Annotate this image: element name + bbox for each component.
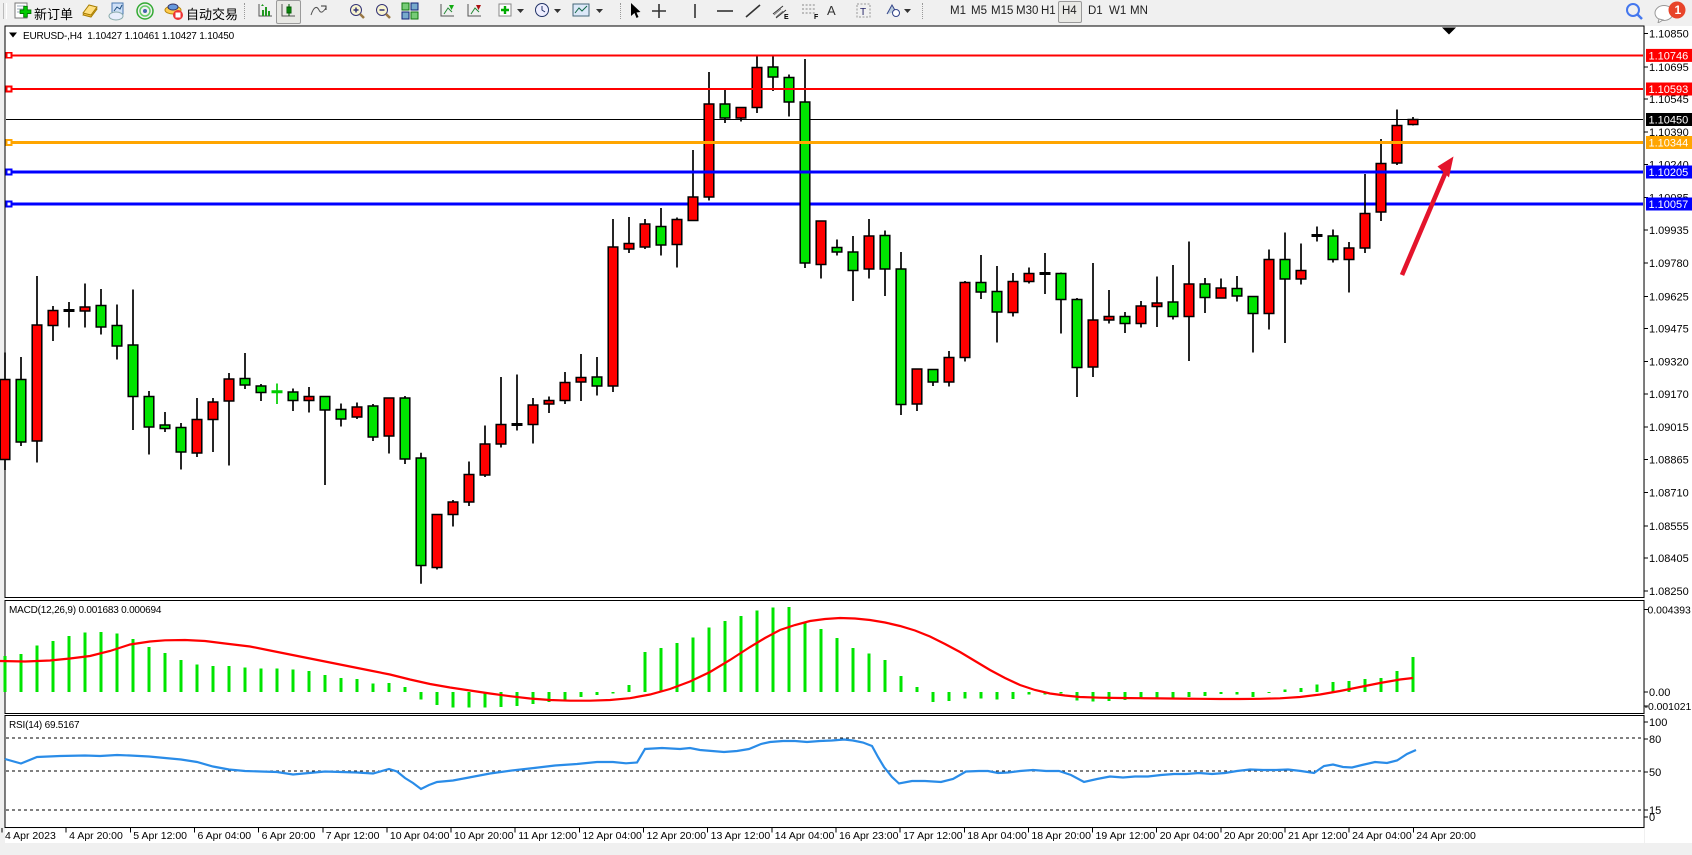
- svg-text:1.09170: 1.09170: [1649, 389, 1689, 401]
- svg-text:1.10057: 1.10057: [1649, 199, 1689, 211]
- svg-text:18 Apr 04:00: 18 Apr 04:00: [967, 830, 1027, 842]
- svg-text:4 Apr 20:00: 4 Apr 20:00: [69, 830, 123, 842]
- svg-text:1.09780: 1.09780: [1649, 258, 1689, 270]
- svg-text:5 Apr 12:00: 5 Apr 12:00: [133, 830, 187, 842]
- svg-text:17 Apr 12:00: 17 Apr 12:00: [903, 830, 963, 842]
- svg-text:4 Apr 2023: 4 Apr 2023: [5, 830, 56, 842]
- svg-text:MACD(12,26,9) 0.001683 0.00069: MACD(12,26,9) 0.001683 0.000694: [9, 605, 162, 616]
- svg-text:19 Apr 12:00: 19 Apr 12:00: [1096, 830, 1156, 842]
- svg-text:F: F: [814, 14, 819, 21]
- svg-text:1.10545: 1.10545: [1649, 94, 1689, 106]
- svg-text:1.09015: 1.09015: [1649, 422, 1689, 434]
- svg-text:15: 15: [1649, 805, 1661, 817]
- svg-text:20 Apr 04:00: 20 Apr 04:00: [1160, 830, 1220, 842]
- svg-text:16 Apr 23:00: 16 Apr 23:00: [839, 830, 899, 842]
- svg-text:100: 100: [1649, 717, 1667, 729]
- svg-text:7 Apr 12:00: 7 Apr 12:00: [326, 830, 380, 842]
- svg-text:18 Apr 20:00: 18 Apr 20:00: [1031, 830, 1091, 842]
- svg-text:-0.001021: -0.001021: [1645, 702, 1692, 713]
- svg-text:1.10205: 1.10205: [1649, 167, 1689, 179]
- svg-text:T: T: [860, 7, 866, 18]
- svg-text:1.10344: 1.10344: [1649, 138, 1689, 150]
- svg-text:RSI(14) 69.5167: RSI(14) 69.5167: [9, 720, 80, 731]
- svg-text:1.10593: 1.10593: [1649, 84, 1689, 96]
- svg-text:6 Apr 20:00: 6 Apr 20:00: [262, 830, 316, 842]
- svg-text:1: 1: [1675, 3, 1682, 17]
- svg-text:13 Apr 12:00: 13 Apr 12:00: [711, 830, 771, 842]
- svg-text:1.10850: 1.10850: [1649, 29, 1689, 41]
- svg-text:12 Apr 20:00: 12 Apr 20:00: [647, 830, 707, 842]
- svg-text:EURUSD-,H4 1.10427 1.10461 1.: EURUSD-,H4 1.10427 1.10461 1.10427 1.104…: [23, 31, 235, 42]
- svg-text:21 Apr 12:00: 21 Apr 12:00: [1288, 830, 1348, 842]
- svg-text:24 Apr 20:00: 24 Apr 20:00: [1416, 830, 1476, 842]
- svg-text:1.10746: 1.10746: [1649, 50, 1689, 62]
- svg-text:0: 0: [1649, 812, 1655, 824]
- svg-text:1.08710: 1.08710: [1649, 488, 1689, 500]
- svg-text:1.09935: 1.09935: [1649, 225, 1689, 237]
- svg-text:1.10695: 1.10695: [1649, 62, 1689, 74]
- svg-text:80: 80: [1649, 734, 1661, 746]
- svg-text:12 Apr 04:00: 12 Apr 04:00: [582, 830, 642, 842]
- svg-text:0.004393: 0.004393: [1648, 606, 1692, 617]
- svg-text:20 Apr 20:00: 20 Apr 20:00: [1224, 830, 1284, 842]
- svg-text:1.08555: 1.08555: [1649, 521, 1689, 533]
- svg-text:50: 50: [1649, 767, 1661, 779]
- svg-text:1.10450: 1.10450: [1649, 115, 1689, 127]
- svg-text:24 Apr 04:00: 24 Apr 04:00: [1352, 830, 1412, 842]
- svg-text:10 Apr 20:00: 10 Apr 20:00: [454, 830, 514, 842]
- svg-text:10 Apr 04:00: 10 Apr 04:00: [390, 830, 450, 842]
- svg-text:E: E: [784, 14, 789, 21]
- svg-text:1.09320: 1.09320: [1649, 357, 1689, 369]
- svg-text:1.08865: 1.08865: [1649, 454, 1689, 466]
- svg-text:6 Apr 04:00: 6 Apr 04:00: [197, 830, 251, 842]
- svg-text:1.08250: 1.08250: [1649, 586, 1689, 598]
- svg-text:1.09625: 1.09625: [1649, 291, 1689, 303]
- svg-text:1.08405: 1.08405: [1649, 553, 1689, 565]
- svg-text:1.09475: 1.09475: [1649, 323, 1689, 335]
- svg-text:14 Apr 04:00: 14 Apr 04:00: [775, 830, 835, 842]
- svg-text:0.00: 0.00: [1649, 687, 1670, 699]
- svg-text:11 Apr 12:00: 11 Apr 12:00: [518, 830, 577, 842]
